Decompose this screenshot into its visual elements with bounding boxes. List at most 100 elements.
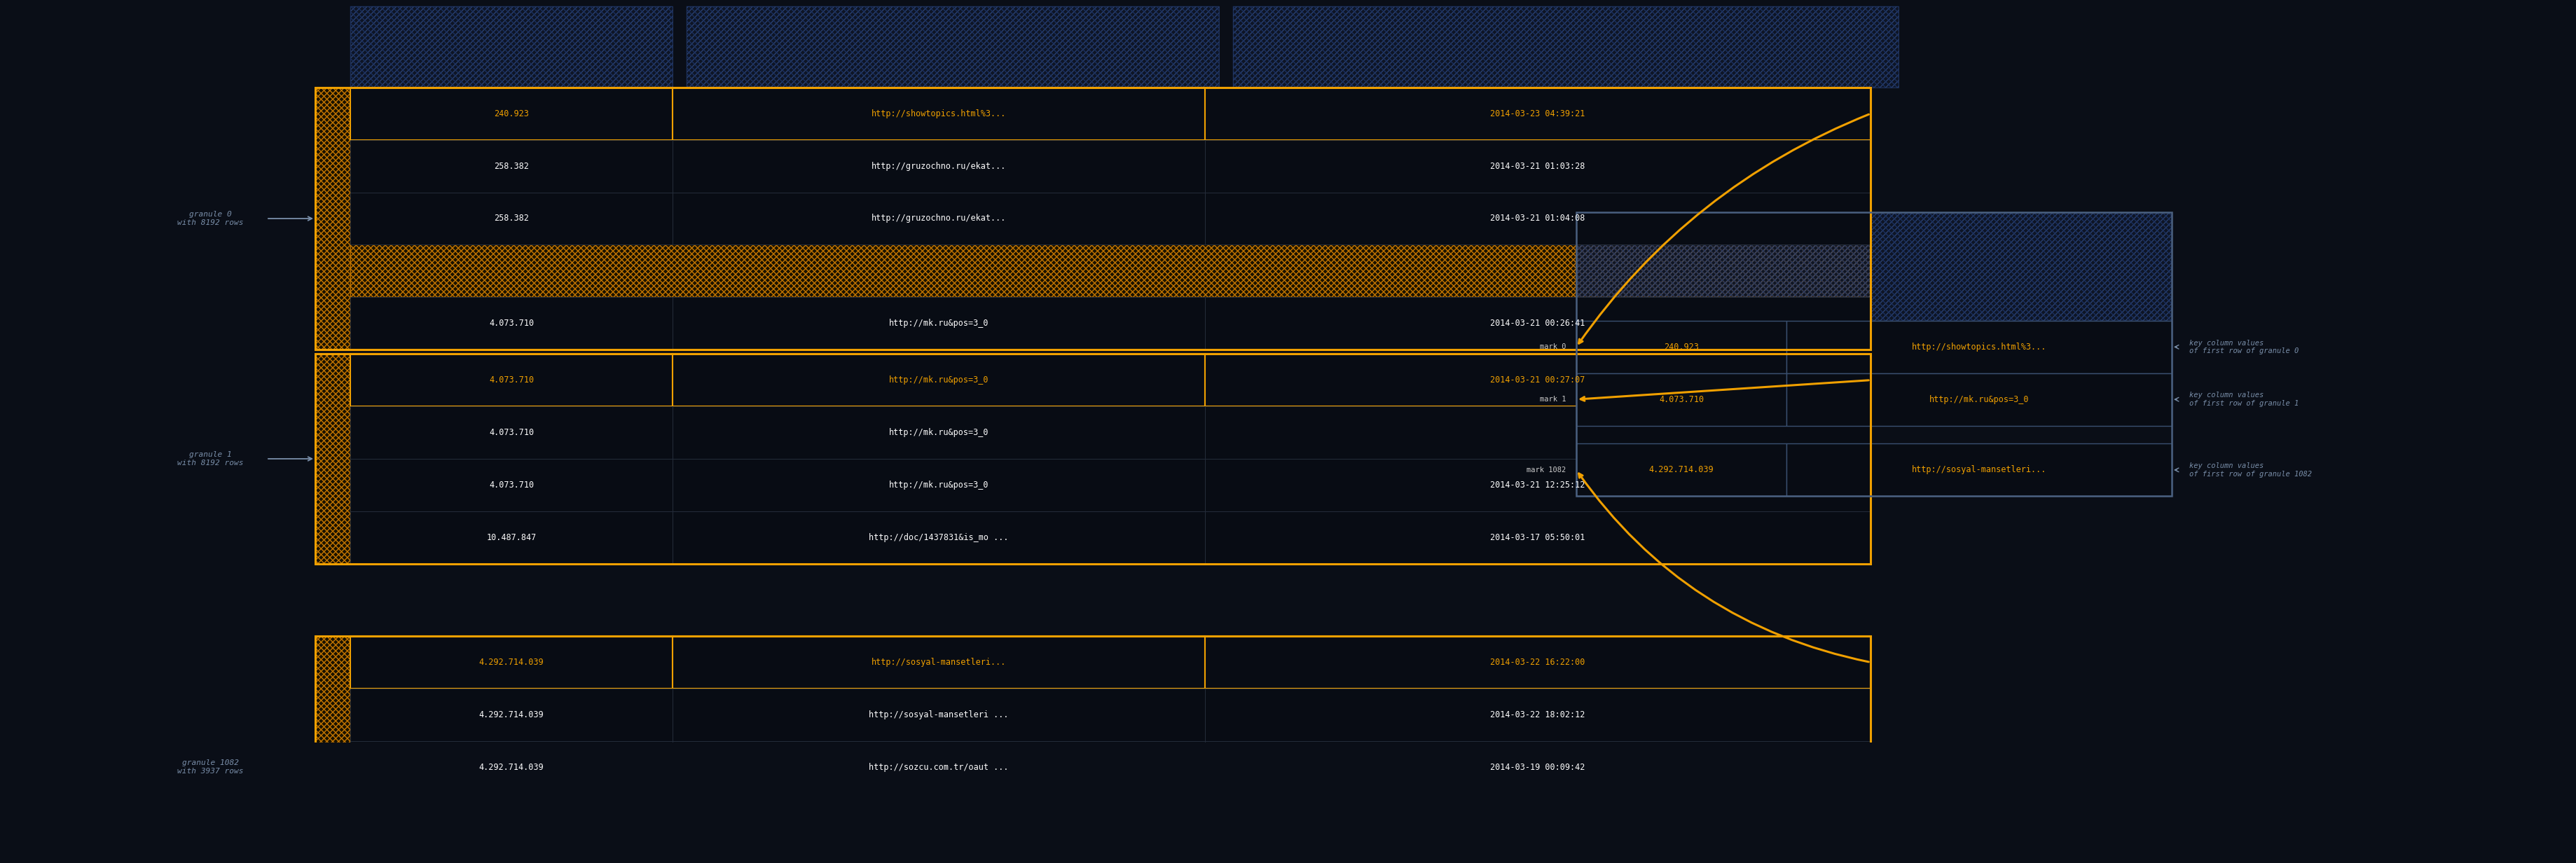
Bar [350,636,672,689]
Bar [1234,6,1899,87]
Bar [1577,444,1788,496]
Text: 4.292.714.039: 4.292.714.039 [479,710,544,719]
Bar [314,87,1870,350]
Text: http://sosyal-mansetleri...: http://sosyal-mansetleri... [871,658,1007,667]
Text: http://sozcu.com.tr/oaut ...: http://sozcu.com.tr/oaut ... [868,763,1010,772]
Bar [350,406,672,459]
Text: 258.382: 258.382 [495,214,528,224]
Text: http://gruzochno.ru/ekat...: http://gruzochno.ru/ekat... [871,161,1007,171]
Text: 2014-03-22 18:02:12: 2014-03-22 18:02:12 [1492,710,1584,719]
Text: 2014-03-21 01:03:28: 2014-03-21 01:03:28 [1492,161,1584,171]
Bar [1206,689,1870,741]
Bar [672,459,1206,511]
Bar [1206,636,1870,689]
Text: 2014-03-23 04:39:21: 2014-03-23 04:39:21 [1492,109,1584,118]
Text: http://gruzochno.ru/ekat...: http://gruzochno.ru/ekat... [871,214,1007,224]
Bar [1577,212,2172,321]
Text: http://doc/1437831&is_mo ...: http://doc/1437831&is_mo ... [868,533,1010,542]
Bar [350,297,672,350]
Bar [1206,459,1870,511]
Text: 4.073.710: 4.073.710 [489,375,533,385]
Bar [672,511,1206,564]
Bar [350,741,672,793]
Text: 4.073.710: 4.073.710 [489,319,533,328]
Bar [672,741,1206,793]
Bar [314,636,350,863]
Text: http://sosyal-mansetleri...: http://sosyal-mansetleri... [1911,465,2045,475]
Bar [1577,212,2172,496]
Bar [1577,373,1788,425]
Bar [314,636,350,863]
Bar [688,6,1218,87]
Text: granule 1082
with 3937 rows: granule 1082 with 3937 rows [178,759,242,775]
Bar [672,354,1206,406]
Text: key column values
of first row of granule 1082: key column values of first row of granul… [2190,463,2311,477]
Text: 2014-03-21 12:25:12: 2014-03-21 12:25:12 [1492,481,1584,489]
Bar [350,245,1870,297]
Bar [314,354,1870,564]
Text: 2014-03-21 01:04:08: 2014-03-21 01:04:08 [1492,214,1584,224]
Bar [672,406,1206,459]
Bar [1206,406,1870,459]
Bar [350,245,1870,297]
Text: 2014-03-21 00:26:41: 2014-03-21 00:26:41 [1492,319,1584,328]
Bar [350,793,1870,846]
Bar [350,245,1870,297]
Text: 4.073.710: 4.073.710 [489,428,533,438]
Bar [314,354,350,564]
Bar [672,192,1206,245]
Text: http://showtopics.html%3...: http://showtopics.html%3... [871,109,1007,118]
Bar [672,846,1206,863]
Text: http://showtopics.html%3...: http://showtopics.html%3... [1911,343,2045,351]
Text: http://mk.ru&pos=3_0: http://mk.ru&pos=3_0 [1929,395,2030,404]
Bar [314,636,350,863]
Bar [314,636,1870,863]
Bar [314,354,350,564]
Bar [1206,192,1870,245]
Bar [350,87,672,140]
Bar [350,689,672,741]
Bar [672,689,1206,741]
Text: 2014-03-22 16:22:00: 2014-03-22 16:22:00 [1492,658,1584,667]
Bar [350,192,672,245]
Text: 258.382: 258.382 [495,161,528,171]
Text: mark 0: mark 0 [1540,343,1566,350]
Bar [1206,354,1870,406]
Bar [1788,444,2172,496]
Text: 4.292.714.039: 4.292.714.039 [479,658,544,667]
Bar [672,140,1206,192]
Text: mark 1: mark 1 [1540,396,1566,403]
Text: 4.073.710: 4.073.710 [1659,395,1703,404]
Text: 10.487.847: 10.487.847 [487,533,536,542]
Text: http://mk.ru&pos=3_0: http://mk.ru&pos=3_0 [889,319,989,328]
Bar [350,6,672,87]
Text: 4.073.710: 4.073.710 [489,481,533,489]
Bar [1206,741,1870,793]
Text: 240.923: 240.923 [1664,343,1698,351]
Bar [350,6,672,87]
Text: 2014-03-17 05:50:01: 2014-03-17 05:50:01 [1492,533,1584,542]
Text: 2014-03-19 00:09:42: 2014-03-19 00:09:42 [1492,763,1584,772]
Text: key column values
of first row of granule 0: key column values of first row of granul… [2190,339,2298,355]
Bar [1234,6,1899,87]
Bar [1206,511,1870,564]
Text: granule 1
with 8192 rows: granule 1 with 8192 rows [178,451,242,466]
Text: http://mk.ru&pos=3_0: http://mk.ru&pos=3_0 [889,428,989,438]
Bar [672,297,1206,350]
Bar [1788,373,2172,425]
Text: granule 0
with 8192 rows: granule 0 with 8192 rows [178,211,242,226]
Bar [1206,297,1870,350]
Text: mark 1082: mark 1082 [1528,466,1566,474]
Bar [350,793,1870,846]
Bar [350,6,672,87]
Bar [1577,212,2172,321]
Bar [314,354,350,564]
Text: key column values
of first row of granule 1: key column values of first row of granul… [2190,392,2298,407]
Bar [350,793,1870,846]
Bar [350,354,672,406]
Bar [1206,140,1870,192]
Bar [1577,321,1788,373]
Bar [314,87,350,350]
Text: http://sosyal-mansetleri ...: http://sosyal-mansetleri ... [868,710,1010,719]
Text: 4.292.714.039: 4.292.714.039 [479,763,544,772]
